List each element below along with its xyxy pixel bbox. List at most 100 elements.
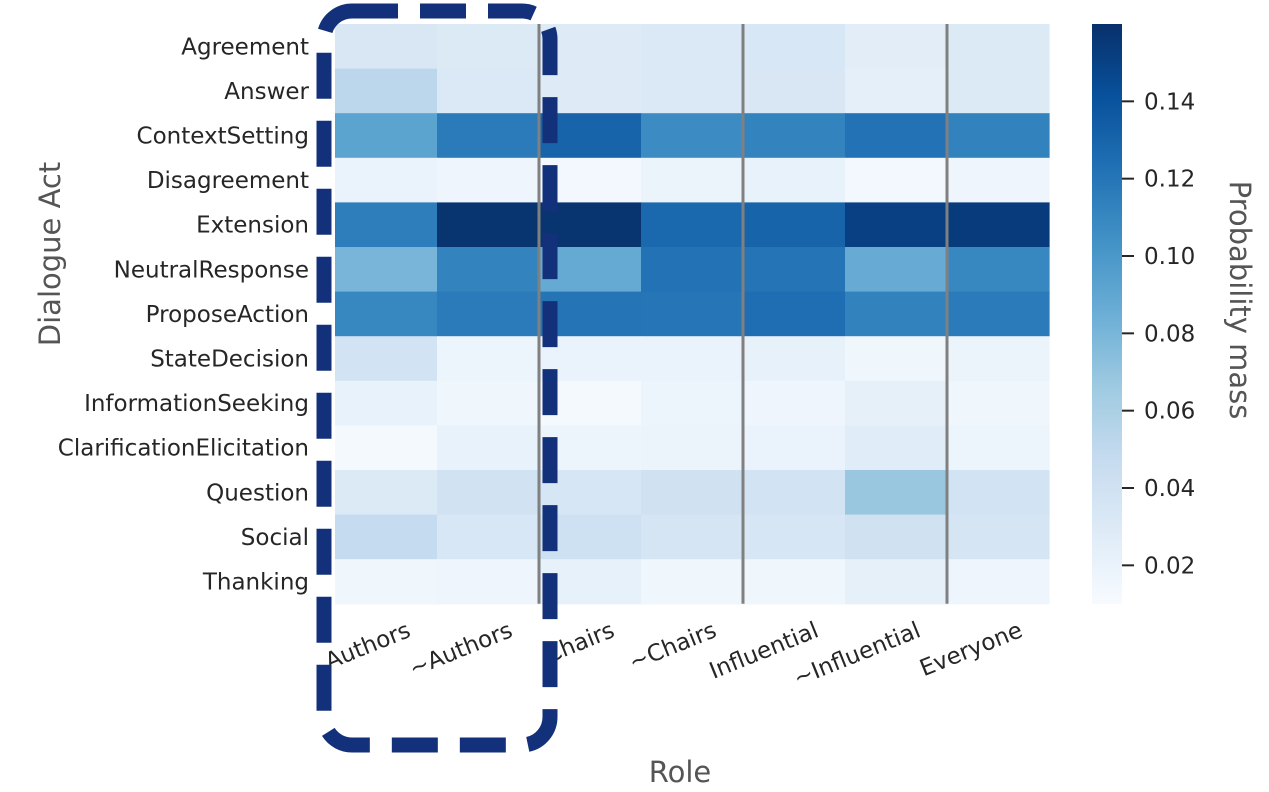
heatmap-cell-5-4 <box>743 247 846 293</box>
heatmap-cell-5-1 <box>437 247 540 293</box>
heatmap-cell-2-0 <box>335 113 438 159</box>
heatmap-cell-7-1 <box>437 336 540 382</box>
x-tick-labels: Authors~Authors Chairs ~ChairsInfluential~… <box>322 617 1027 691</box>
heatmap-cell-10-3 <box>641 470 744 516</box>
heatmap-cell-9-0 <box>335 425 438 471</box>
heatmap-cell-11-0 <box>335 514 438 560</box>
heatmap-cell-1-5 <box>845 68 948 114</box>
colorbar-tick-label: 0.12 <box>1144 167 1195 193</box>
heatmap-cell-0-4 <box>743 24 846 70</box>
y-tick-label: InformationSeeking <box>84 391 309 417</box>
heatmap-cell-7-4 <box>743 336 846 382</box>
heatmap-cell-10-6 <box>947 470 1050 516</box>
colorbar-gradient <box>1092 24 1122 604</box>
y-tick-label: NeutralResponse <box>114 257 309 283</box>
heatmap-cell-11-3 <box>641 514 744 560</box>
heatmap-cell-9-6 <box>947 425 1050 471</box>
heatmap-cell-12-3 <box>641 559 744 605</box>
colorbar-tick-label: 0.14 <box>1144 89 1195 115</box>
heatmap-cells <box>335 24 1050 605</box>
heatmap-cell-0-6 <box>947 24 1050 70</box>
heatmap-cell-6-5 <box>845 291 948 337</box>
heatmap-cell-8-1 <box>437 380 540 426</box>
heatmap-cell-10-0 <box>335 470 438 516</box>
heatmap-cell-0-3 <box>641 24 744 70</box>
heatmap-cell-8-4 <box>743 380 846 426</box>
heatmap-cell-1-3 <box>641 68 744 114</box>
heatmap-cell-1-1 <box>437 68 540 114</box>
heatmap-cell-7-0 <box>335 336 438 382</box>
heatmap-cell-2-3 <box>641 113 744 159</box>
heatmap-cell-4-4 <box>743 202 846 248</box>
y-tick-label: ContextSetting <box>137 124 309 150</box>
heatmap-cell-12-6 <box>947 559 1050 605</box>
heatmap-cell-11-1 <box>437 514 540 560</box>
x-tick-label: ~Chairs <box>625 617 720 676</box>
heatmap-cell-2-1 <box>437 113 540 159</box>
x-tick-label: Authors <box>322 617 415 675</box>
heatmap-cell-3-4 <box>743 157 846 203</box>
x-tick-label: ~Authors <box>406 617 517 682</box>
heatmap-cell-12-1 <box>437 559 540 605</box>
heatmap-cell-0-5 <box>845 24 948 70</box>
heatmap-cell-4-6 <box>947 202 1050 248</box>
heatmap-cell-11-5 <box>845 514 948 560</box>
heatmap-cell-4-5 <box>845 202 948 248</box>
colorbar-tick-label: 0.02 <box>1144 553 1195 579</box>
heatmap-cell-3-3 <box>641 157 744 203</box>
y-tick-label: Extension <box>196 213 309 239</box>
heatmap-cell-3-0 <box>335 157 438 203</box>
heatmap-cell-5-5 <box>845 247 948 293</box>
heatmap-cell-12-0 <box>335 559 438 605</box>
heatmap-cell-9-3 <box>641 425 744 471</box>
heatmap-cell-1-4 <box>743 68 846 114</box>
heatmap-cell-10-1 <box>437 470 540 516</box>
y-tick-labels: Agreement Answer ContextSetting Disagreemen… <box>58 34 310 595</box>
heatmap-cell-9-1 <box>437 425 540 471</box>
heatmap-cell-2-5 <box>845 113 948 159</box>
heatmap-cell-8-5 <box>845 380 948 426</box>
group-separators <box>537 24 949 604</box>
y-tick-label: Social <box>241 525 309 551</box>
heatmap-cell-10-4 <box>743 470 846 516</box>
heatmap-cell-6-4 <box>743 291 846 337</box>
heatmap-cell-9-4 <box>743 425 846 471</box>
heatmap-cell-2-6 <box>947 113 1050 159</box>
heatmap-cell-5-3 <box>641 247 744 293</box>
heatmap-cell-12-4 <box>743 559 846 605</box>
heatmap-cell-3-5 <box>845 157 948 203</box>
heatmap-cell-0-0 <box>335 24 438 70</box>
heatmap-cell-0-1 <box>437 24 540 70</box>
heatmap-cell-6-0 <box>335 291 438 337</box>
y-axis-label: Dialogue Act <box>33 162 67 346</box>
colorbar-tick-label: 0.04 <box>1144 476 1195 502</box>
heatmap-cell-2-4 <box>743 113 846 159</box>
heatmap-cell-7-6 <box>947 336 1050 382</box>
y-tick-label: StateDecision <box>150 347 309 373</box>
y-tick-label: ClarificationElicitation <box>58 436 309 462</box>
y-tick-label: ProposeAction <box>146 302 309 328</box>
heatmap-cell-5-6 <box>947 247 1050 293</box>
heatmap-cell-4-0 <box>335 202 438 248</box>
heatmap-cell-6-1 <box>437 291 540 337</box>
heatmap-cell-10-5 <box>845 470 948 516</box>
y-tick-label: Answer <box>224 79 309 105</box>
heatmap-cell-11-6 <box>947 514 1050 560</box>
colorbar-label: Probability mass <box>1223 181 1257 420</box>
highlight-box <box>316 3 558 753</box>
heatmap-cell-4-1 <box>437 202 540 248</box>
heatmap-cell-8-3 <box>641 380 744 426</box>
heatmap-cell-7-5 <box>845 336 948 382</box>
heatmap-cell-7-3 <box>641 336 744 382</box>
colorbar-tick-label: 0.08 <box>1144 321 1195 347</box>
heatmap-cell-1-0 <box>335 68 438 114</box>
y-tick-label: Disagreement <box>147 168 309 194</box>
heatmap-cell-6-6 <box>947 291 1050 337</box>
x-axis-label: Role <box>649 755 712 787</box>
heatmap-cell-11-4 <box>743 514 846 560</box>
colorbar <box>1092 24 1122 604</box>
heatmap-cell-4-3 <box>641 202 744 248</box>
y-tick-label: Agreement <box>181 34 309 60</box>
